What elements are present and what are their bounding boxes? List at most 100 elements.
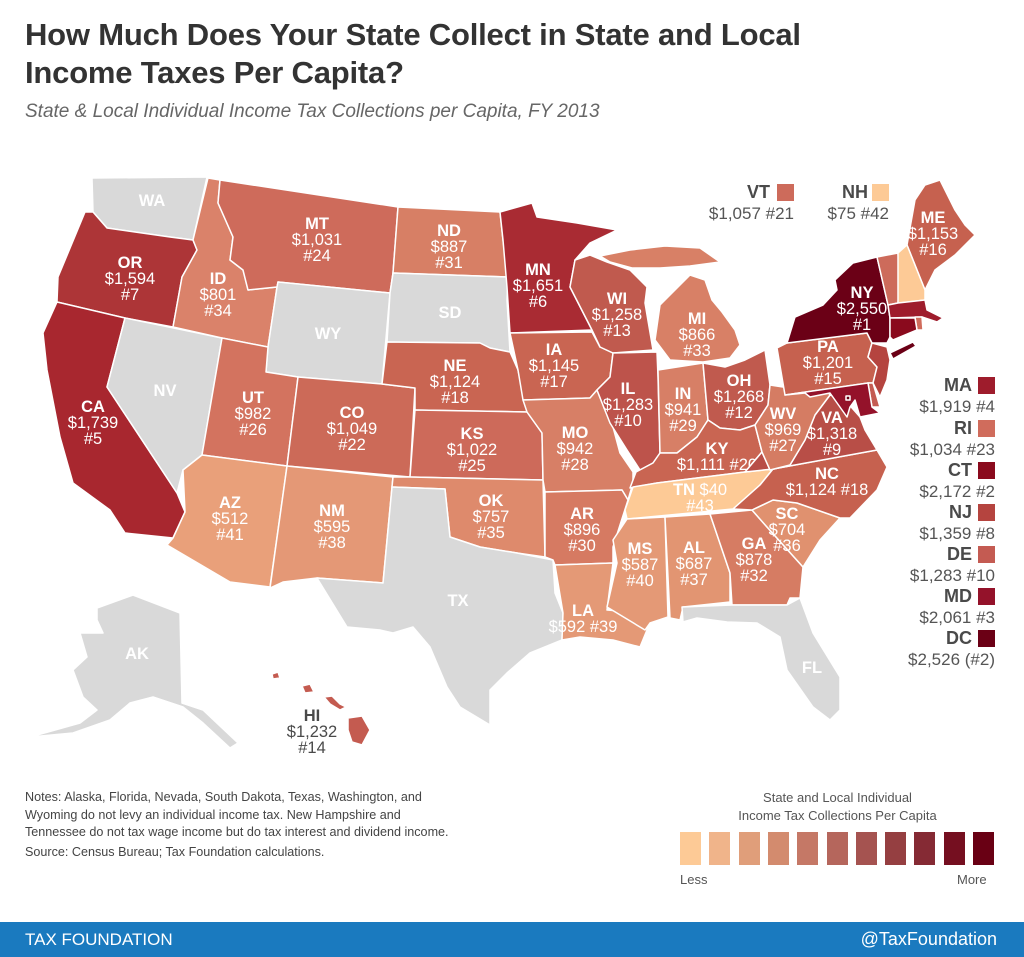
state-abbr: KY (706, 440, 729, 458)
state-tx[interactable]: TX (316, 486, 564, 726)
state-sc[interactable]: SC$704#36 (751, 499, 841, 568)
title-line-1: How Much Does Your State Collect in Stat… (25, 17, 801, 52)
state-shape[interactable] (554, 562, 648, 648)
state-shape[interactable] (323, 695, 347, 711)
state-wy[interactable]: WY (265, 281, 391, 385)
callout-value: $1,359 #8 (919, 524, 995, 543)
state-value: $1,145 (529, 357, 579, 375)
legend-swatch (797, 832, 819, 865)
state-ca[interactable]: CA$1,739#5 (42, 301, 186, 539)
legend-swatch (914, 832, 936, 865)
state-abbr: NC (815, 465, 839, 483)
state-az[interactable]: AZ$512#41 (166, 454, 288, 588)
footer-handle[interactable]: @TaxFoundation (860, 929, 997, 949)
state-value: $1,124 (430, 373, 480, 391)
state-shape[interactable] (301, 683, 315, 694)
state-rank: #36 (773, 537, 801, 555)
state-ak[interactable]: AK (29, 594, 239, 749)
state-ky[interactable]: KY$1,111 #20 (629, 419, 763, 489)
state-mt[interactable]: MT$1,031#24 (217, 179, 399, 294)
state-shape[interactable] (347, 715, 371, 746)
state-shape[interactable] (906, 179, 976, 291)
state-wv[interactable]: WV$969#27 (754, 384, 831, 471)
state-value: $1,049 (327, 420, 377, 438)
state-abbr: MS (628, 540, 653, 558)
state-shape[interactable] (889, 317, 918, 341)
state-rank: #27 (769, 437, 797, 455)
state-rank: #35 (477, 524, 505, 542)
state-co[interactable]: CO$1,049#22 (286, 376, 416, 478)
state-sd[interactable]: SD (386, 272, 511, 353)
legend-swatch (855, 832, 877, 865)
state-value: $40 (700, 481, 728, 499)
state-mo[interactable]: MO$942#28 (522, 389, 634, 501)
state-nd[interactable]: ND$887#31 (392, 206, 509, 278)
state-mi[interactable]: MI$866#33 (599, 245, 741, 363)
title-line-2: Income Taxes Per Capita? (25, 55, 404, 90)
state-value: $1,031 (292, 231, 342, 249)
footer-bar: TAX FOUNDATION @TaxFoundation (0, 922, 1024, 957)
state-rank: #30 (568, 537, 596, 555)
state-la[interactable]: LA$592 #39 (549, 562, 648, 648)
state-shape[interactable] (681, 597, 841, 721)
state-rank: #7 (121, 286, 139, 304)
state-me[interactable]: ME$1,153#16 (906, 179, 976, 291)
state-abbr: CO (340, 404, 365, 422)
state-ma[interactable]: MA $1,919 #4 (887, 299, 995, 416)
footer-brand[interactable]: TAX FOUNDATION (25, 930, 173, 949)
state-fl[interactable]: FL (681, 597, 841, 721)
state-abbr: MT (305, 215, 329, 233)
state-value: $2,550 (837, 300, 887, 318)
state-dc[interactable]: DC $2,526 (#2) (845, 395, 995, 669)
state-il[interactable]: IL$1,283#10 (596, 351, 661, 471)
state-value: $1,651 (513, 277, 563, 295)
state-pa[interactable]: PA$1,201#15 (776, 332, 878, 396)
state-shape[interactable] (271, 671, 281, 680)
state-rank: #10 (614, 412, 642, 430)
state-rank: #5 (84, 430, 102, 448)
state-shape[interactable] (784, 382, 881, 418)
state-ms[interactable]: MS$587#40 (606, 516, 669, 631)
state-rank: #24 (303, 247, 331, 265)
state-rank: #13 (603, 322, 631, 340)
state-wi[interactable]: WI$1,258#13 (569, 254, 654, 354)
state-value: $941 (665, 401, 702, 419)
state-ga[interactable]: GA$878#32 (709, 509, 804, 606)
legend-swatch (826, 832, 848, 865)
state-ks[interactable]: KS$1,022#25 (409, 409, 544, 481)
state-shape[interactable] (732, 449, 888, 519)
state-ny[interactable]: NY$2,550#1 (786, 256, 917, 360)
state-hi[interactable]: HI$1,232#14 (271, 671, 371, 757)
state-shape[interactable] (654, 274, 741, 363)
state-mn[interactable]: MN$1,651#6 (499, 202, 618, 334)
state-shape[interactable] (599, 245, 721, 269)
callout-value: $1,034 #23 (910, 440, 995, 459)
state-shape[interactable] (316, 486, 564, 726)
state-shape[interactable] (29, 594, 239, 749)
state-abbr: MI (688, 310, 706, 328)
state-abbr: WA (139, 192, 166, 210)
state-ar[interactable]: AR$896#30 (544, 489, 629, 566)
state-ct[interactable]: CT $2,172 #2 (889, 317, 995, 501)
state-value: $887 (431, 238, 468, 256)
state-vt[interactable]: VT $1,057 #21 (709, 182, 901, 306)
state-or[interactable]: OR$1,594#7 (56, 211, 198, 328)
state-shape[interactable] (845, 395, 851, 401)
state-ia[interactable]: IA$1,145#17 (509, 331, 614, 401)
state-nm[interactable]: NM$595#38 (269, 465, 394, 589)
state-value: $878 (736, 551, 773, 569)
state-al[interactable]: AL$687#37 (664, 513, 731, 621)
state-shape[interactable] (286, 376, 416, 478)
state-ut[interactable]: UT$982#26 (201, 337, 299, 467)
state-shape[interactable] (889, 341, 917, 360)
state-nh[interactable]: NH $75 #42 (828, 182, 926, 304)
state-md[interactable]: MD $2,061 #3 (784, 382, 995, 627)
state-nc[interactable]: NC$1,124 #18 (732, 449, 888, 519)
state-abbr: GA (742, 535, 767, 553)
state-shape[interactable] (569, 254, 654, 354)
state-rank: #16 (919, 241, 947, 259)
callout-swatch (978, 420, 995, 437)
callout-abbr: NH (842, 182, 868, 202)
state-abbr: IN (675, 385, 692, 403)
state-tn[interactable]: TN $40#43 (624, 468, 774, 520)
